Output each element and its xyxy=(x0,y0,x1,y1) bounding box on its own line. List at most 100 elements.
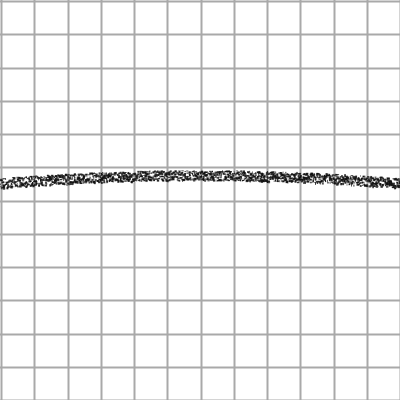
stroke-grain xyxy=(222,170,223,173)
stroke-grain xyxy=(202,176,205,179)
stroke-grain xyxy=(327,174,331,177)
stroke-grain xyxy=(25,181,27,183)
stroke-grain xyxy=(291,179,294,181)
stroke-grain xyxy=(11,186,13,188)
stroke-grain xyxy=(255,174,257,176)
stroke-grain xyxy=(255,179,257,182)
stroke-grain xyxy=(374,177,376,180)
stroke-grain xyxy=(215,171,219,174)
stroke-grain xyxy=(80,178,82,180)
stroke-grain xyxy=(275,171,277,173)
stroke-grain xyxy=(273,175,276,177)
stroke-grain xyxy=(195,178,199,180)
stroke-grain xyxy=(54,175,58,178)
stroke-grain xyxy=(225,170,229,172)
stroke-grain xyxy=(235,176,238,179)
stroke-grain xyxy=(262,176,266,179)
stroke-grain xyxy=(88,181,90,184)
stroke-grain xyxy=(22,179,25,182)
stroke-grain xyxy=(119,176,122,180)
stroke-grain xyxy=(138,173,140,175)
stroke-grain xyxy=(236,171,239,174)
stroke-grain xyxy=(329,175,331,178)
stroke-grain xyxy=(189,176,192,178)
stroke-grain xyxy=(127,176,129,179)
stroke-grain xyxy=(13,180,15,182)
stroke-grain xyxy=(329,182,332,184)
stroke-grain xyxy=(46,178,49,181)
stroke-grain xyxy=(346,176,350,179)
stroke-grain xyxy=(66,174,68,176)
stroke-grain xyxy=(111,180,114,183)
stroke-grain xyxy=(269,176,271,179)
stroke-grain xyxy=(185,178,188,181)
stroke-grain xyxy=(346,183,348,186)
stroke-grain xyxy=(398,179,400,181)
stroke-grain xyxy=(49,176,52,178)
stroke-grain xyxy=(370,183,373,186)
stroke-grain xyxy=(275,179,277,182)
stroke-grain xyxy=(49,179,51,182)
stroke-grain xyxy=(37,182,40,185)
stroke-grain xyxy=(361,177,364,179)
stroke-grain xyxy=(178,178,180,180)
stroke-grain xyxy=(33,175,35,178)
stroke-grain xyxy=(132,173,135,175)
stroke-grain xyxy=(371,178,373,182)
stroke-grain xyxy=(189,172,191,175)
stroke-grain xyxy=(33,183,35,187)
stroke-grain xyxy=(171,176,173,180)
stroke-grain xyxy=(349,178,351,180)
stroke-grain xyxy=(83,181,87,183)
stroke-grain xyxy=(73,174,75,177)
stroke-grain xyxy=(177,176,178,179)
stroke-grain xyxy=(337,176,340,178)
stroke-grain xyxy=(67,177,70,179)
stroke-grain xyxy=(341,179,345,183)
stroke-grain xyxy=(184,173,186,176)
stroke-grain xyxy=(184,170,186,173)
stroke-grain xyxy=(273,173,276,175)
stroke-grain xyxy=(167,177,169,179)
stroke-grain xyxy=(283,174,286,177)
stroke-grain xyxy=(82,179,85,182)
stroke-grain xyxy=(376,184,378,187)
stroke-grain xyxy=(387,180,390,183)
stroke-grain xyxy=(80,179,82,181)
stroke-grain xyxy=(187,176,189,179)
stroke-grain xyxy=(76,182,79,184)
stroke-grain xyxy=(234,180,237,182)
stroke-grain xyxy=(167,173,171,175)
stroke-grain xyxy=(375,177,378,180)
stroke-grain xyxy=(358,180,360,183)
stroke-grain xyxy=(81,182,85,184)
stroke-grain xyxy=(285,171,287,174)
stroke-grain xyxy=(145,179,149,181)
stroke-grain xyxy=(240,178,243,180)
stroke-grain xyxy=(173,171,175,173)
stroke-grain xyxy=(8,179,10,182)
stroke-grain xyxy=(25,185,28,189)
stroke-grain xyxy=(132,178,135,181)
stroke-grain xyxy=(285,180,289,184)
stroke-grain xyxy=(17,179,20,181)
stroke-grain xyxy=(313,173,315,176)
stroke-grain xyxy=(98,178,101,180)
stroke-grain xyxy=(257,179,259,181)
stroke-grain xyxy=(166,180,170,183)
stroke-grain xyxy=(328,175,330,178)
stroke-grain xyxy=(362,175,365,178)
stroke-grain xyxy=(272,176,274,179)
stroke-grain xyxy=(87,179,89,182)
stroke-grain xyxy=(141,180,143,182)
stroke-grain xyxy=(216,177,219,179)
stroke-grain xyxy=(166,176,168,178)
stroke-grain xyxy=(208,178,211,181)
stroke-grain xyxy=(327,182,329,184)
stroke-grain xyxy=(7,183,9,186)
stroke-grain xyxy=(348,184,351,186)
stroke-grain xyxy=(333,180,336,182)
stroke-grain xyxy=(239,175,242,178)
